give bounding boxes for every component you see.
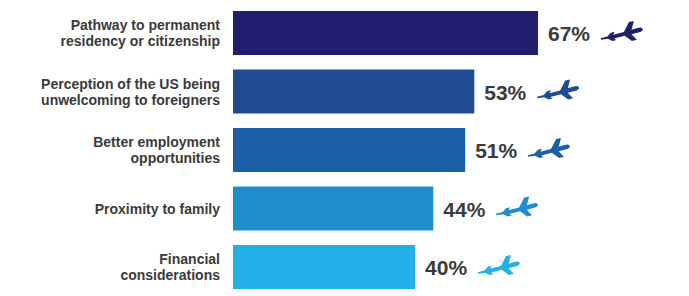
value-label: 53% xyxy=(484,81,526,104)
chart-container: Pathway to permanentresidency or citizen… xyxy=(0,0,689,296)
value-label: 44% xyxy=(443,198,485,221)
value-label: 51% xyxy=(475,139,517,162)
value-label: 40% xyxy=(425,256,467,279)
bar xyxy=(233,245,415,289)
value-label: 67% xyxy=(548,22,590,45)
plane-icon xyxy=(535,78,581,106)
bar xyxy=(233,70,474,114)
bar xyxy=(233,11,538,55)
category-label: Financialconsiderations xyxy=(120,251,220,283)
plane-icon xyxy=(526,137,572,165)
bar xyxy=(233,128,465,172)
category-label: Pathway to permanentresidency or citizen… xyxy=(61,17,221,49)
labels: Pathway to permanentresidency or citizen… xyxy=(41,17,645,283)
plane-icon xyxy=(599,20,645,48)
chart: Pathway to permanentresidency or citizen… xyxy=(0,0,689,296)
bars xyxy=(233,11,538,289)
plane-icon xyxy=(494,195,540,223)
category-label: Better employmentopportunities xyxy=(93,134,220,166)
plane-icon xyxy=(476,254,522,282)
category-label: Proximity to family xyxy=(95,201,220,217)
bar xyxy=(233,187,433,231)
category-label: Perception of the US beingunwelcoming to… xyxy=(41,76,220,108)
